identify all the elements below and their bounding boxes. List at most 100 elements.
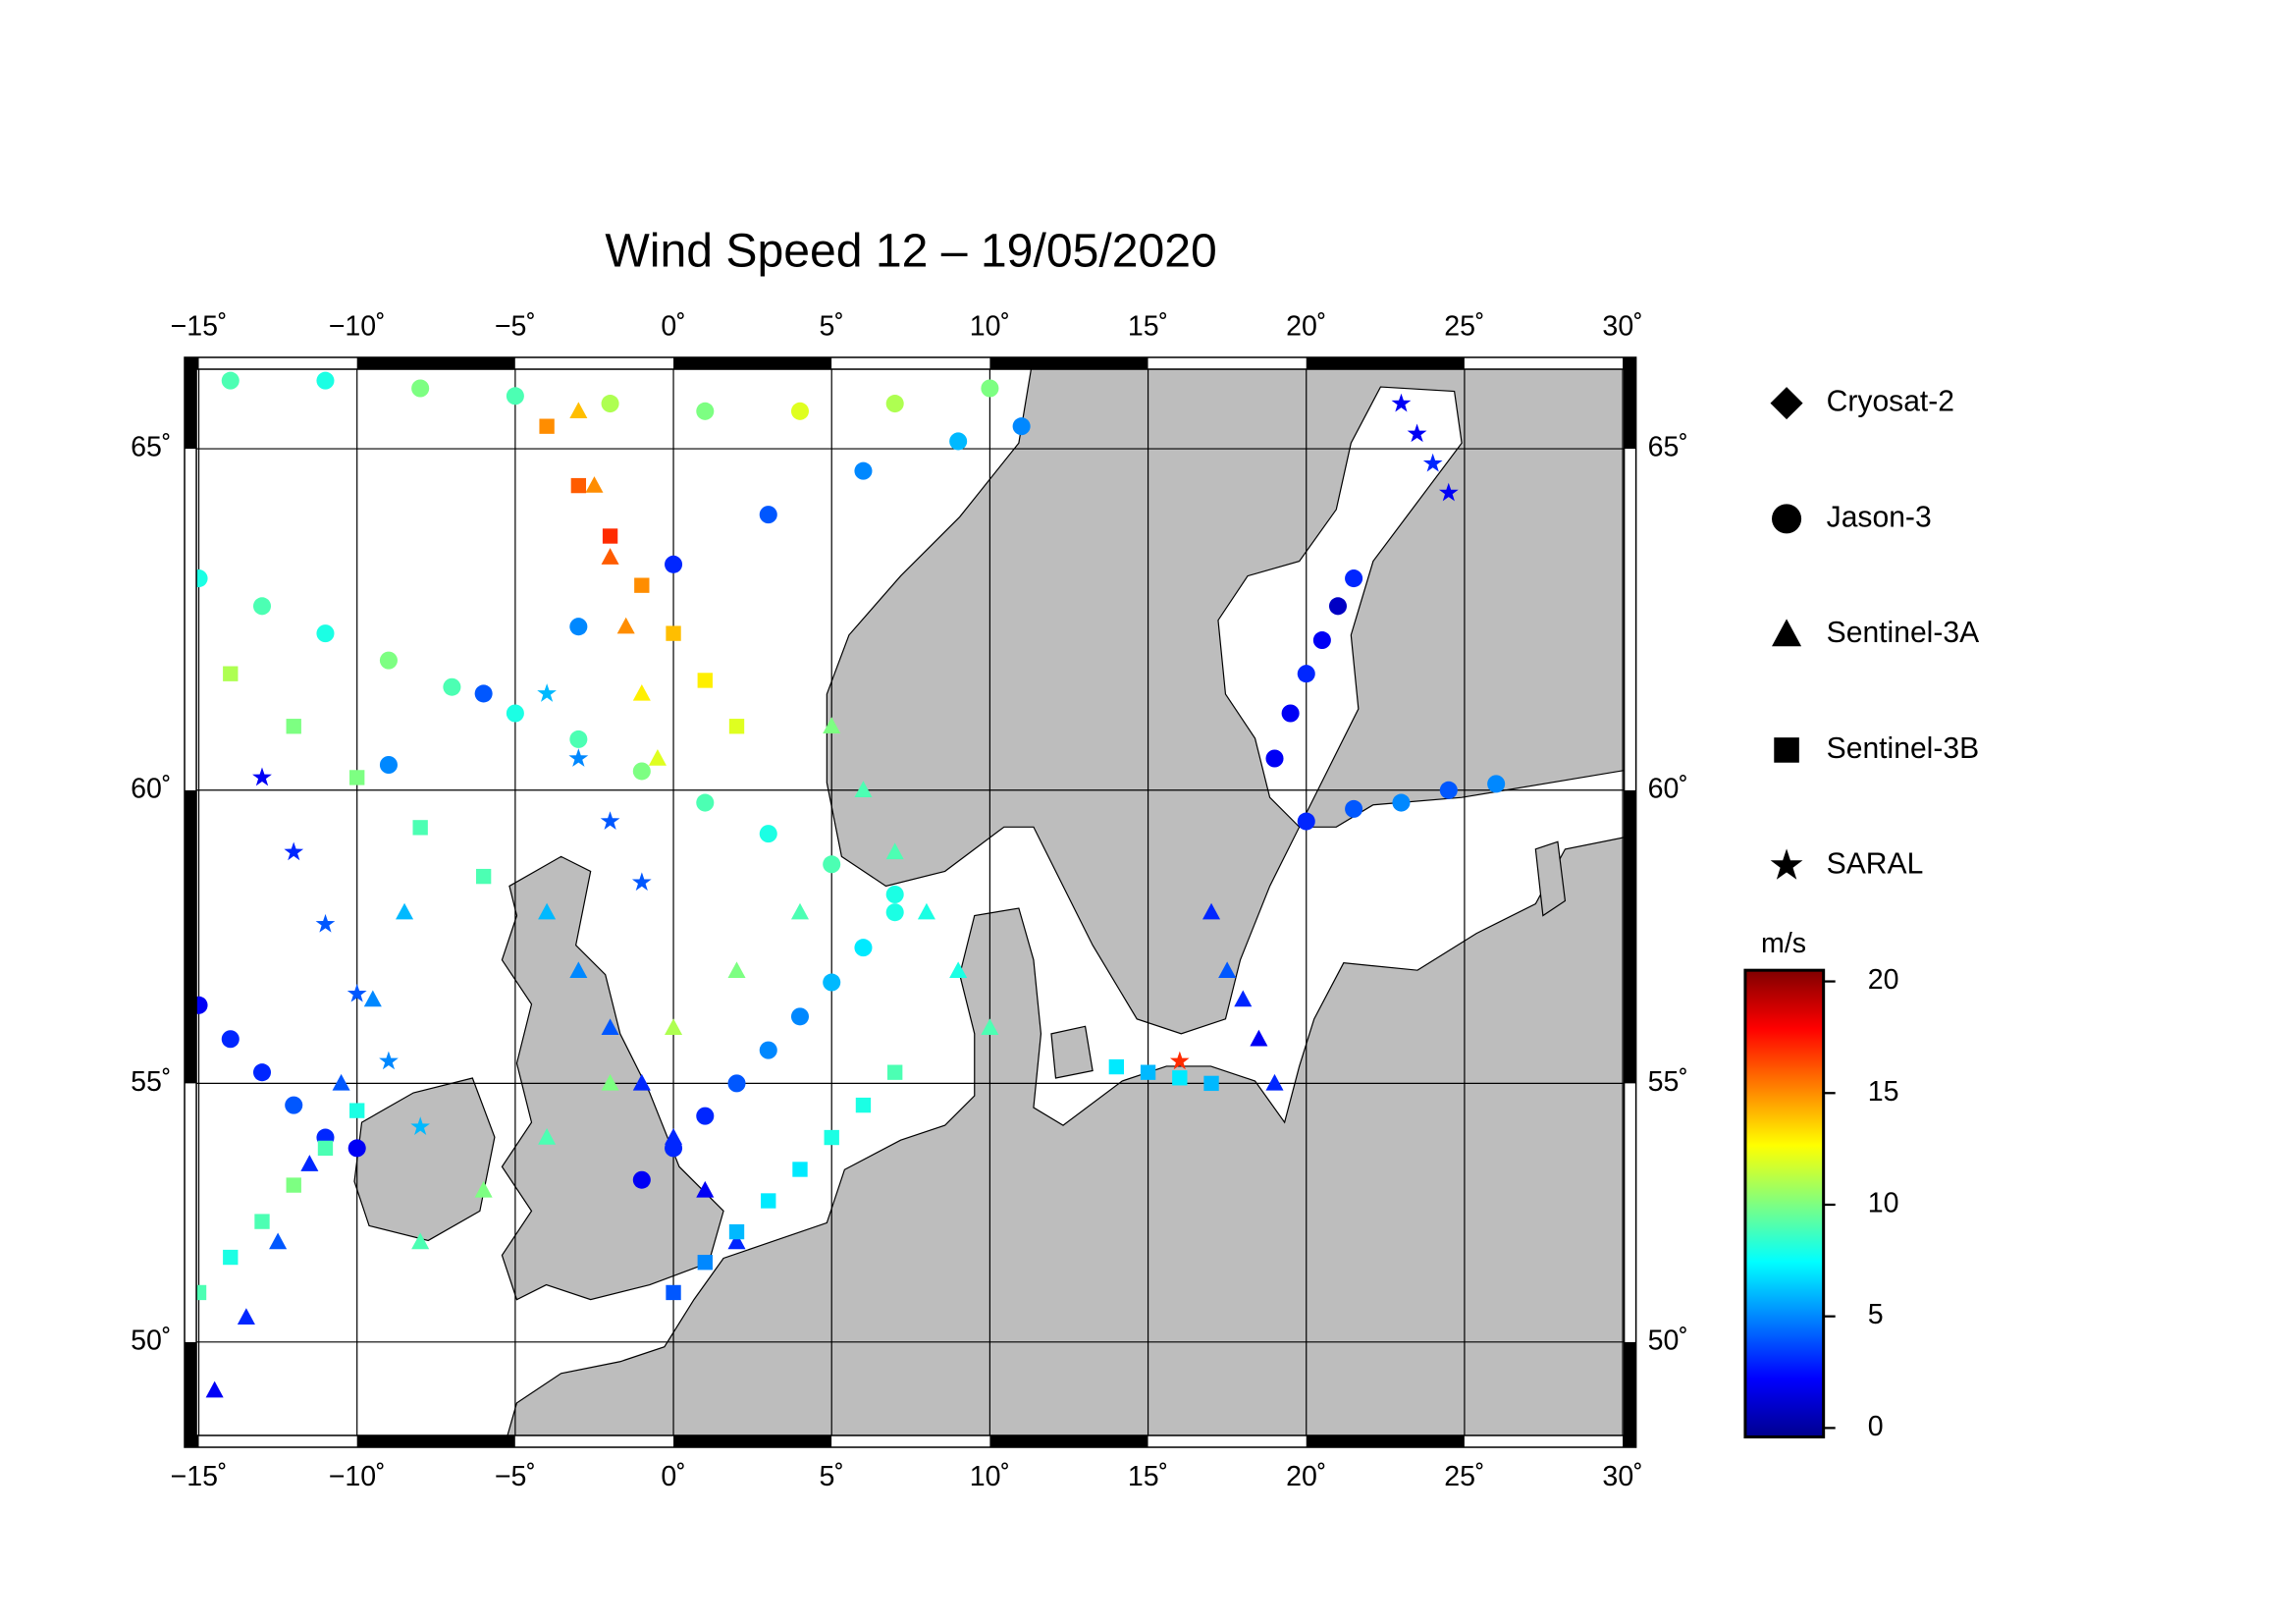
data-point <box>696 402 715 420</box>
data-point <box>379 755 398 775</box>
great-britain <box>501 855 724 1301</box>
y-tick-label: 60˚ <box>1648 773 1688 804</box>
frame-band <box>356 356 515 370</box>
data-point <box>981 379 999 398</box>
data-point <box>824 1129 839 1146</box>
data-point <box>1169 1051 1190 1070</box>
marker-square <box>1774 737 1799 763</box>
data-point <box>759 1041 777 1059</box>
data-point <box>981 1018 999 1036</box>
data-point <box>600 811 620 831</box>
data-point <box>696 793 715 812</box>
y-tick-label: 55˚ <box>1648 1066 1688 1098</box>
data-point <box>316 624 335 643</box>
frame-band <box>1464 1434 1624 1448</box>
x-tick-label: −10˚ <box>329 1461 386 1492</box>
x-tick-label: −10˚ <box>329 310 386 342</box>
data-point <box>1391 393 1412 412</box>
data-point <box>223 666 239 681</box>
data-point <box>347 1139 366 1158</box>
data-point <box>1234 990 1253 1007</box>
data-point <box>759 825 777 843</box>
colorbar-tick-label: 0 <box>1868 1411 1884 1442</box>
frame-band <box>1624 1341 1636 1448</box>
data-point <box>790 902 810 920</box>
data-point <box>666 1284 681 1301</box>
data-point <box>1438 482 1459 502</box>
data-point <box>631 872 652 892</box>
data-point <box>1265 1073 1284 1091</box>
data-point <box>196 1284 207 1301</box>
data-point <box>728 719 745 734</box>
data-point <box>885 903 904 922</box>
data-point <box>887 1064 903 1080</box>
data-point <box>379 1051 399 1070</box>
data-point <box>539 418 555 434</box>
data-point <box>696 1107 715 1125</box>
grid <box>196 369 1625 1435</box>
frame-band <box>831 1434 990 1448</box>
zealand <box>1050 1025 1094 1079</box>
data-point <box>1250 1029 1268 1047</box>
chart-title: Wind Speed 12 – 19/05/2020 <box>605 224 1216 277</box>
data-point <box>1218 961 1237 979</box>
x-tick-label: 30˚ <box>1602 1461 1642 1492</box>
data-point <box>569 961 588 979</box>
data-point <box>1265 749 1284 768</box>
frame-band <box>1624 1083 1636 1342</box>
data-point <box>665 1128 683 1145</box>
data-point <box>300 1155 319 1171</box>
data-point <box>917 902 935 920</box>
x-tick-label: 5˚ <box>820 1461 844 1492</box>
data-point <box>616 617 635 634</box>
data-point <box>1345 569 1363 588</box>
frame-border <box>184 356 1637 1448</box>
data-point <box>1422 453 1443 472</box>
data-point <box>1012 417 1031 436</box>
data-point <box>475 868 492 885</box>
frame-band <box>673 356 832 370</box>
data-point <box>1281 704 1300 723</box>
legend-label: SARAL <box>1827 848 1924 881</box>
y-tick-label: 50˚ <box>131 1325 171 1356</box>
x-tick-label: −5˚ <box>495 1461 536 1492</box>
data-point <box>1297 812 1315 831</box>
frame-band <box>514 1434 674 1448</box>
data-point <box>237 1308 255 1325</box>
data-point <box>665 1018 683 1036</box>
data-point <box>1407 423 1427 443</box>
marker-diamond <box>1770 387 1803 420</box>
data-point <box>379 651 398 670</box>
data-point <box>601 1018 619 1036</box>
frame-band <box>198 1434 357 1448</box>
frame-band <box>831 356 990 370</box>
data-point <box>317 1140 334 1157</box>
data-point <box>602 528 618 544</box>
x-tick-label: 10˚ <box>970 1461 1010 1492</box>
data-point <box>569 618 588 636</box>
data-point <box>412 820 428 836</box>
data-point <box>1172 1070 1188 1086</box>
data-point <box>854 461 873 480</box>
frame-band <box>185 789 197 1084</box>
y-tick-label: 55˚ <box>131 1066 171 1098</box>
data-point <box>949 961 968 979</box>
data-point <box>396 902 414 920</box>
data-point <box>885 842 904 860</box>
frame-band <box>673 1434 832 1448</box>
frame-band <box>198 356 357 370</box>
data-point <box>632 1170 651 1189</box>
data-point <box>474 1180 493 1198</box>
frame-band <box>989 356 1148 370</box>
legend-label: Jason-3 <box>1827 501 1932 533</box>
data-point <box>196 996 208 1014</box>
data-point <box>601 1073 619 1091</box>
data-point <box>410 1116 431 1136</box>
data-point <box>823 717 841 733</box>
frame-band <box>514 356 674 370</box>
data-point <box>284 841 304 861</box>
data-point <box>634 577 650 593</box>
x-tick-label: 5˚ <box>820 310 844 342</box>
frame-band <box>989 1434 1148 1448</box>
data-point <box>568 748 589 767</box>
